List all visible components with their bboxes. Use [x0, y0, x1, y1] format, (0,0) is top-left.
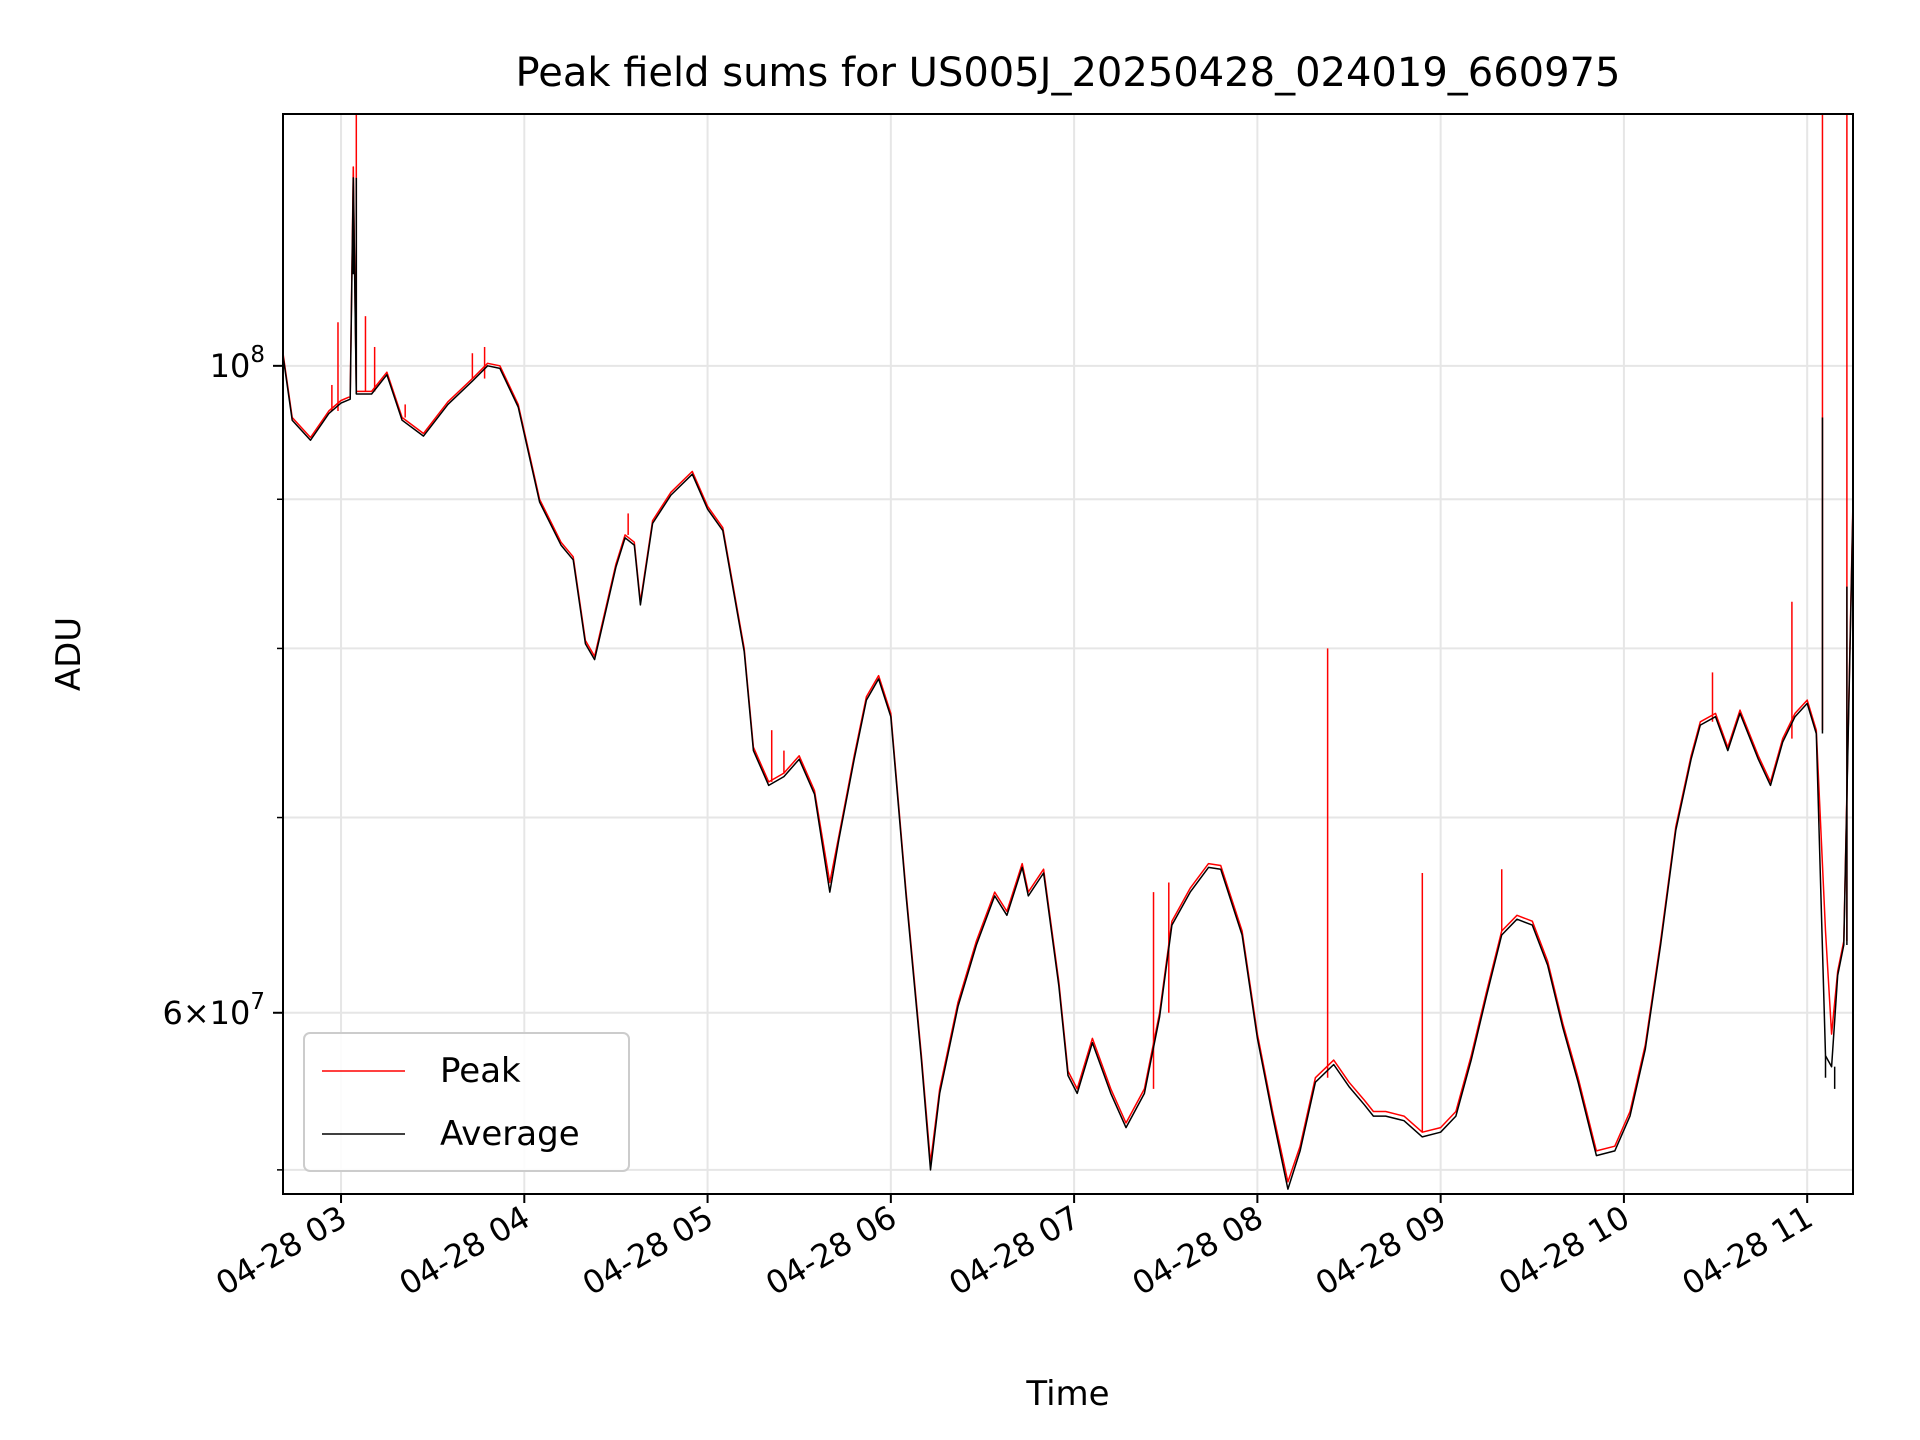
legend-label-average: Average [440, 1114, 580, 1154]
chart-title: Peak field sums for US005J_20250428_0240… [516, 50, 1621, 96]
legend-box [303, 1032, 630, 1172]
y-tick-label: 108 [210, 342, 265, 385]
y-tick-label: 6×107 [162, 989, 265, 1032]
x-axis-label: Time [1025, 1374, 1109, 1414]
y-axis-label: ADU [49, 617, 89, 691]
plot-frame [282, 113, 1854, 1195]
series-lines [283, 114, 1853, 1190]
legend: Peak Average [303, 1032, 630, 1172]
series-line-average [283, 177, 1853, 1190]
legend-label-peak: Peak [440, 1051, 521, 1091]
grid [283, 114, 1853, 1194]
y-axis-ticks: 108 6×107 [162, 342, 283, 1171]
